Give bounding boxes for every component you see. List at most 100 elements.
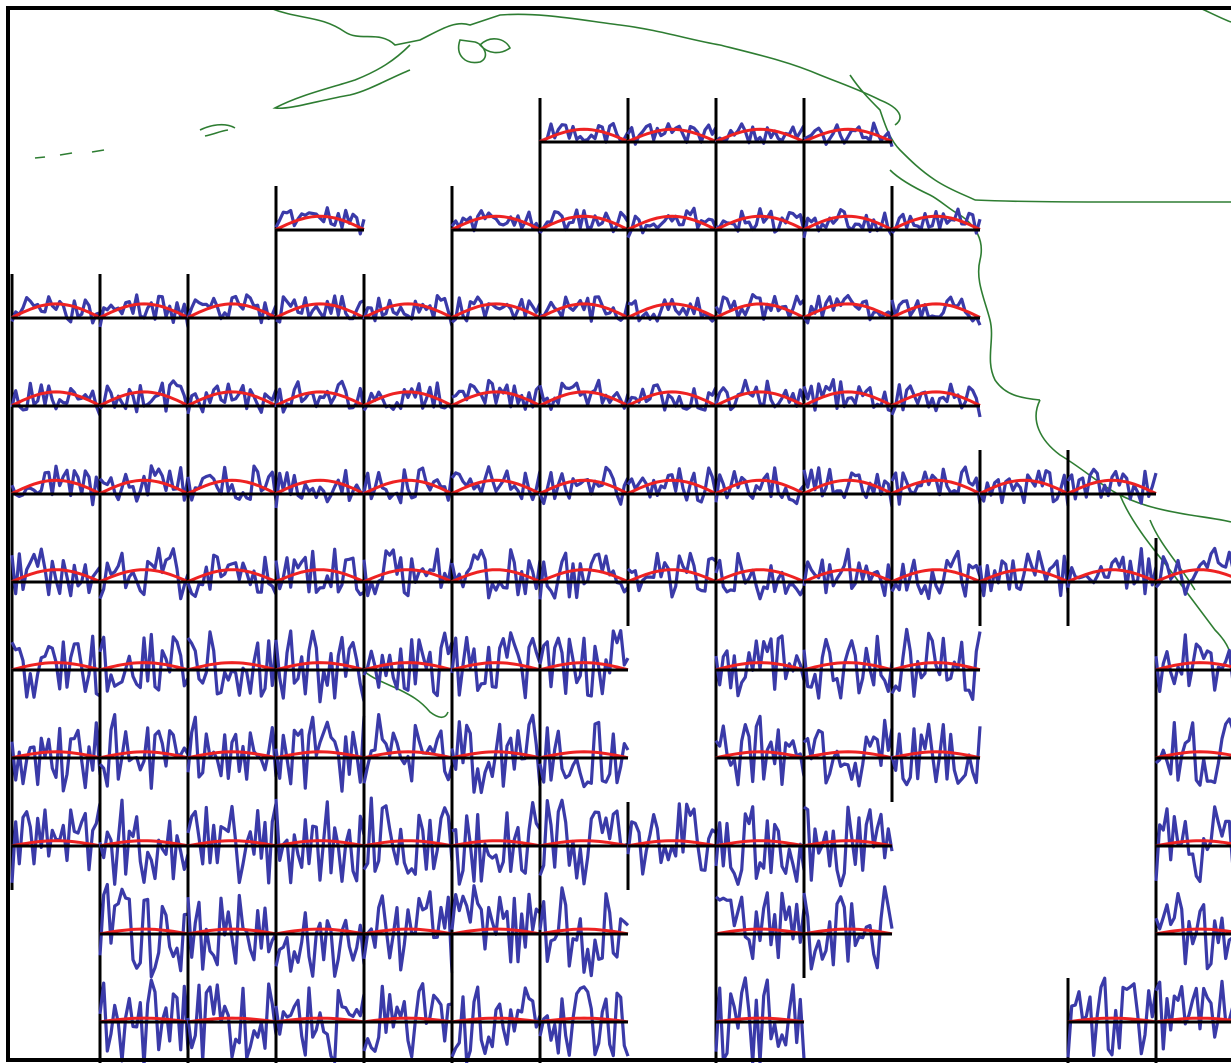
model-series-line xyxy=(715,1016,805,1024)
model-series-line xyxy=(451,214,541,231)
grid-cell xyxy=(10,450,102,538)
grid-cell xyxy=(626,450,718,538)
grid-cell xyxy=(714,626,806,714)
observed-series-line xyxy=(890,722,982,787)
model-series-line xyxy=(451,661,541,672)
observed-series-line xyxy=(802,718,894,788)
model-series-line xyxy=(539,127,629,143)
grid-cell xyxy=(98,450,190,538)
observed-series-line xyxy=(450,631,542,700)
grid-cell xyxy=(274,714,366,802)
observed-series-line xyxy=(802,885,894,971)
grid-cell xyxy=(538,98,630,186)
grid-cell xyxy=(450,978,542,1063)
model-series-line xyxy=(891,302,981,319)
grid-cell xyxy=(450,450,542,538)
model-series-line xyxy=(891,214,981,231)
grid-cell xyxy=(1154,626,1231,714)
grid-cell xyxy=(802,274,894,362)
observed-series-line xyxy=(714,714,806,787)
model-series-line xyxy=(539,1016,629,1024)
grid-cell xyxy=(714,802,806,890)
coastline-segment xyxy=(91,149,105,153)
grid-cell xyxy=(890,186,982,274)
model-series-line xyxy=(1155,839,1231,848)
grid-cell xyxy=(274,890,366,978)
coastline-segment xyxy=(959,214,1041,401)
model-series-line xyxy=(275,390,365,407)
observed-series-line xyxy=(274,547,365,597)
model-series-line xyxy=(1067,478,1157,495)
grid-cell xyxy=(274,978,366,1063)
model-series-line xyxy=(539,390,629,407)
grid-cell xyxy=(362,274,454,362)
model-series-line xyxy=(99,1016,189,1024)
model-series-line xyxy=(803,661,893,672)
observed-series-line xyxy=(714,466,806,506)
observed-series-line xyxy=(1154,717,1231,787)
grid-cell xyxy=(538,362,630,450)
grid-cell xyxy=(186,362,278,450)
model-series-line xyxy=(715,127,805,143)
model-series-line xyxy=(187,839,277,848)
model-series-line xyxy=(803,390,893,407)
grid-cell xyxy=(362,890,454,978)
model-series-line xyxy=(803,478,893,495)
model-series-line xyxy=(363,1016,453,1024)
model-series-line xyxy=(99,661,189,672)
grid-cell xyxy=(1066,538,1158,626)
model-series-line xyxy=(539,478,629,495)
grid-cell xyxy=(10,626,101,714)
model-series-line xyxy=(891,568,981,583)
model-series-line xyxy=(363,661,453,672)
grid-cell xyxy=(186,626,278,714)
grid-cell xyxy=(1154,978,1231,1063)
observed-series-line xyxy=(98,546,190,601)
grid-cell xyxy=(274,626,366,714)
model-series-line xyxy=(187,927,277,936)
grid-cell xyxy=(362,712,454,802)
model-series-line xyxy=(715,478,805,495)
grid-cell xyxy=(890,714,982,802)
observed-series-line xyxy=(10,464,102,507)
model-series-line xyxy=(187,1016,277,1024)
grid-cell xyxy=(890,626,982,714)
observed-series-line xyxy=(890,382,982,418)
observed-series-line xyxy=(714,976,806,1063)
grid-cell xyxy=(890,538,982,626)
grid-cell xyxy=(802,98,894,186)
model-series-line xyxy=(891,390,981,407)
grid-cell xyxy=(186,538,278,626)
grid-cell xyxy=(538,626,630,714)
model-series-line xyxy=(275,478,365,495)
model-series-line xyxy=(627,478,717,495)
observed-series-line xyxy=(274,986,366,1063)
observed-series-line xyxy=(362,712,454,784)
grid-cell xyxy=(98,274,190,362)
model-series-line xyxy=(187,661,277,672)
model-series-line xyxy=(627,390,717,407)
model-series-line xyxy=(891,750,981,760)
model-series-line xyxy=(363,478,453,495)
grid-cell xyxy=(978,450,1070,538)
coastline-layer xyxy=(34,7,1231,719)
observed-series-line xyxy=(714,551,806,601)
grid-cell xyxy=(626,802,718,890)
model-series-line xyxy=(715,661,805,672)
model-series-line xyxy=(11,302,101,319)
grid-cell xyxy=(450,713,542,802)
grid-cell xyxy=(362,796,454,890)
grid-cell xyxy=(186,978,278,1063)
model-series-line xyxy=(451,302,541,319)
grid-cell xyxy=(538,274,630,362)
model-series-line xyxy=(1155,661,1231,672)
observed-series-line xyxy=(362,796,454,876)
grid-cell xyxy=(450,186,542,274)
coastline-segment xyxy=(34,156,46,159)
model-series-line xyxy=(275,839,365,848)
model-series-line xyxy=(715,302,805,319)
observed-series-line xyxy=(890,549,982,601)
observed-series-line xyxy=(538,886,630,978)
model-series-line xyxy=(187,390,277,407)
model-series-line xyxy=(451,1016,541,1024)
